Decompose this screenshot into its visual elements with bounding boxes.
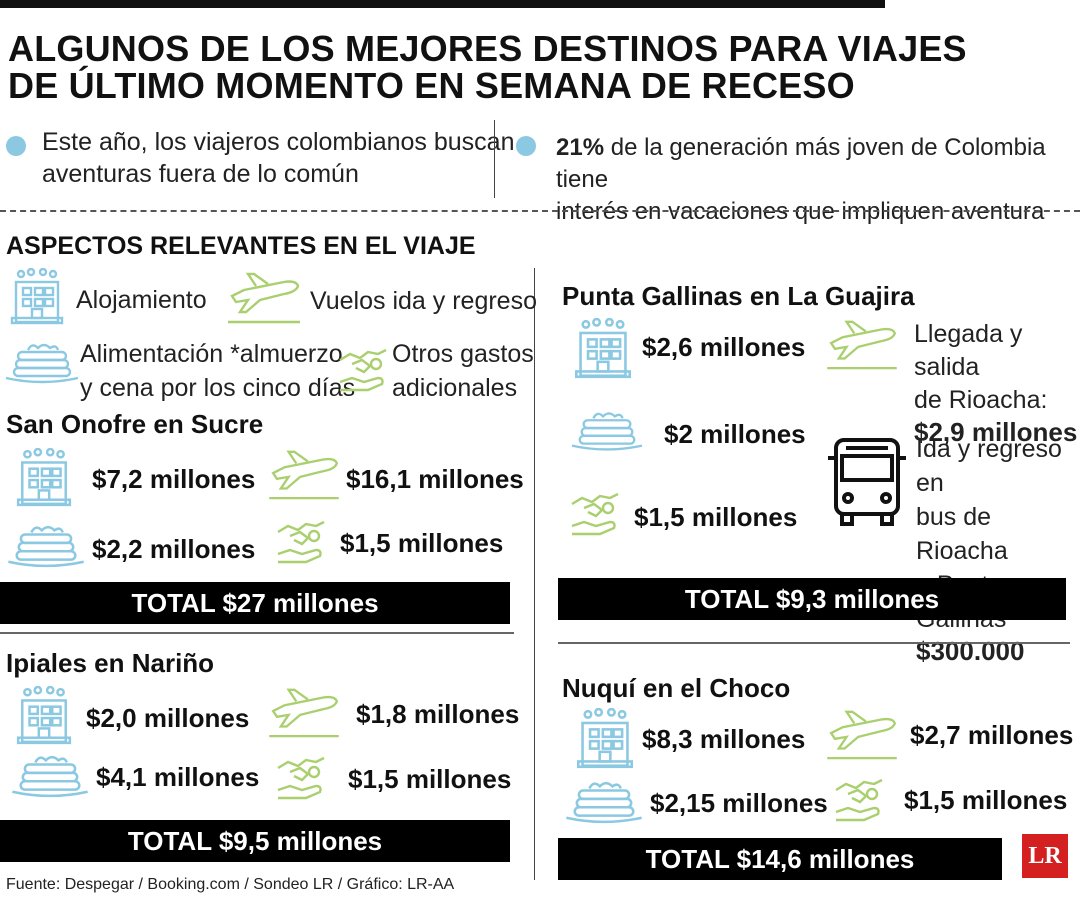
lodging-value: $7,2 millones xyxy=(92,464,256,494)
intro-divider xyxy=(494,120,495,198)
airplane-icon xyxy=(266,684,342,740)
flight-info-value: $2,9 millones xyxy=(914,417,1078,447)
destination-name: San Onofre en Sucre xyxy=(6,409,264,439)
bus-info-line2: bus de Rioacha xyxy=(916,503,1008,565)
hotel-icon xyxy=(14,448,74,508)
lr-logo: LR xyxy=(1022,834,1068,878)
pancakes-icon xyxy=(10,752,90,798)
lodging-value: $8,3 millones xyxy=(642,724,806,754)
pancakes-icon xyxy=(4,340,80,384)
destination-name: Punta Gallinas en La Guajira xyxy=(562,281,915,311)
hotel-icon xyxy=(574,708,636,770)
legend-other: Otros gastos adicionales xyxy=(392,337,534,405)
pancakes-icon xyxy=(564,778,644,824)
airplane-icon xyxy=(824,316,900,372)
flights-value: $1,8 millones xyxy=(356,699,520,729)
section-divider xyxy=(0,632,514,634)
other-value: $1,5 millones xyxy=(348,764,512,794)
pancakes-icon xyxy=(570,408,644,452)
hotel-icon xyxy=(8,268,66,326)
page-title: ALGUNOS DE LOS MEJORES DESTINOS PARA VIA… xyxy=(8,30,1068,104)
intro-left-line2: aventuras fuera de lo común xyxy=(42,160,359,188)
hotel-icon xyxy=(14,686,74,746)
bus-info: Ida y regreso en bus de Rioacha a Punta … xyxy=(916,432,1080,666)
total-bar: TOTAL $9,5 millones xyxy=(0,820,510,862)
bus-icon xyxy=(826,436,908,528)
food-value: $2 millones xyxy=(664,419,806,449)
flights-value: $16,1 millones xyxy=(346,464,524,494)
hotel-icon xyxy=(572,318,634,380)
legend-flights: Vuelos ida y regreso xyxy=(310,287,537,315)
total-bar: TOTAL $9,3 millones xyxy=(558,578,1066,620)
lodging-value: $2,0 millones xyxy=(86,703,250,733)
flight-info: Llegada y salida de Rioacha: $2,9 millon… xyxy=(914,318,1080,447)
intro-right-line2: interés en vacaciones que impliquen aven… xyxy=(556,198,1045,225)
flight-info-line2: de Rioacha: xyxy=(914,386,1048,414)
aspects-heading: ASPECTOS RELEVANTES EN EL VIAJE xyxy=(6,232,476,260)
handshake-money-icon xyxy=(276,752,326,802)
dashed-divider xyxy=(0,210,1080,212)
title-line-1: ALGUNOS DE LOS MEJORES DESTINOS PARA VIA… xyxy=(8,28,967,69)
bullet-dot xyxy=(516,136,536,156)
food-value: $2,2 millones xyxy=(92,534,256,564)
flight-info-line1: Llegada y salida xyxy=(914,320,1023,381)
legend-other-line2: adicionales xyxy=(392,374,518,402)
other-value: $1,5 millones xyxy=(340,528,504,558)
legend-food-line2: y cena por los cinco días xyxy=(80,374,356,402)
intro-right-line1: de la generación más joven de Colombia t… xyxy=(556,134,1046,193)
handshake-money-icon xyxy=(338,344,388,394)
intro-right: 21% de la generación más joven de Colomb… xyxy=(556,132,1080,228)
lodging-value: $2,6 millones xyxy=(642,332,806,362)
top-rule xyxy=(0,0,885,8)
intro-left-line1: Este año, los viajeros colombianos busca… xyxy=(42,128,515,156)
destination-name: Ipiales en Nariño xyxy=(6,648,215,678)
airplane-icon xyxy=(824,706,900,762)
flights-value: $2,7 millones xyxy=(910,720,1074,750)
source-note: Fuente: Despegar / Booking.com / Sondeo … xyxy=(6,876,455,893)
pancakes-icon xyxy=(6,522,86,568)
airplane-icon xyxy=(226,268,302,326)
title-line-2: DE ÚLTIMO MOMENTO EN SEMANA DE RECESO xyxy=(8,65,855,106)
bus-info-value: $300.000 xyxy=(916,636,1025,666)
food-value: $4,1 millones xyxy=(96,762,260,792)
legend-food: Alimentación *almuerzo y cena por los ci… xyxy=(80,337,355,405)
total-bar: TOTAL $14,6 millones xyxy=(558,838,1002,880)
handshake-money-icon xyxy=(276,516,326,566)
food-value: $2,15 millones xyxy=(650,788,828,818)
handshake-money-icon xyxy=(834,774,884,824)
other-value: $1,5 millones xyxy=(904,785,1068,815)
bus-info-line1: Ida y regreso en xyxy=(916,435,1062,497)
bullet-dot xyxy=(6,136,26,156)
legend-lodging: Alojamiento xyxy=(76,286,207,314)
section-divider xyxy=(558,642,1070,644)
legend-food-line1: Alimentación *almuerzo xyxy=(80,340,343,368)
destination-name: Nuquí en el Choco xyxy=(562,673,791,703)
total-bar: TOTAL $27 millones xyxy=(0,582,510,624)
airplane-icon xyxy=(266,446,342,502)
intro-left: Este año, los viajeros colombianos busca… xyxy=(42,126,515,190)
other-value: $1,5 millones xyxy=(634,502,798,532)
stat-percent: 21% xyxy=(556,134,605,161)
column-divider xyxy=(534,268,535,880)
handshake-money-icon xyxy=(570,488,620,538)
legend-other-line1: Otros gastos xyxy=(392,340,534,368)
